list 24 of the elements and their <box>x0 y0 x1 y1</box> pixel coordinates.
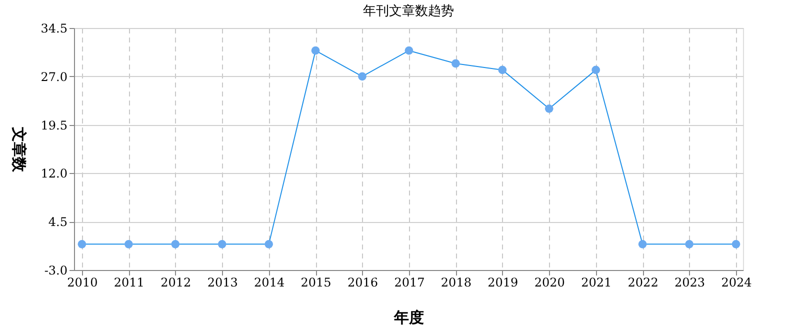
x-tick-label: 2019 <box>488 276 518 290</box>
x-tick-label: 2020 <box>534 276 565 290</box>
x-tick-label: 2014 <box>254 276 285 290</box>
y-tick-label: 4.5 <box>48 215 68 230</box>
x-tick-label: 2016 <box>347 276 378 290</box>
x-axis-title: 年度 <box>393 308 424 326</box>
x-tick-label: 2023 <box>674 276 706 290</box>
y-tick-label: 34.5 <box>40 22 68 36</box>
x-tick-label: 2011 <box>114 276 144 290</box>
x-tick-label: 2015 <box>300 276 332 290</box>
y-tick-label: 27.0 <box>40 70 68 84</box>
x-tick-label: 2013 <box>207 276 238 290</box>
y-tick-label: 19.5 <box>40 118 68 132</box>
y-tick-label: 12.0 <box>40 166 68 181</box>
x-tick-label: 2017 <box>394 276 425 290</box>
x-tick-label: 2012 <box>160 276 192 290</box>
y-axis-title: 文章数 <box>10 126 28 173</box>
x-tick-label: 2024 <box>721 276 752 290</box>
x-tick-label: 2021 <box>581 276 612 290</box>
y-tick-label: -3.0 <box>44 264 68 278</box>
x-tick-label: 2018 <box>440 276 472 290</box>
chart-title: 年刊文章数趋势 <box>363 4 454 19</box>
x-tick-label: 2022 <box>628 276 658 290</box>
x-tick-label: 2010 <box>67 276 98 290</box>
